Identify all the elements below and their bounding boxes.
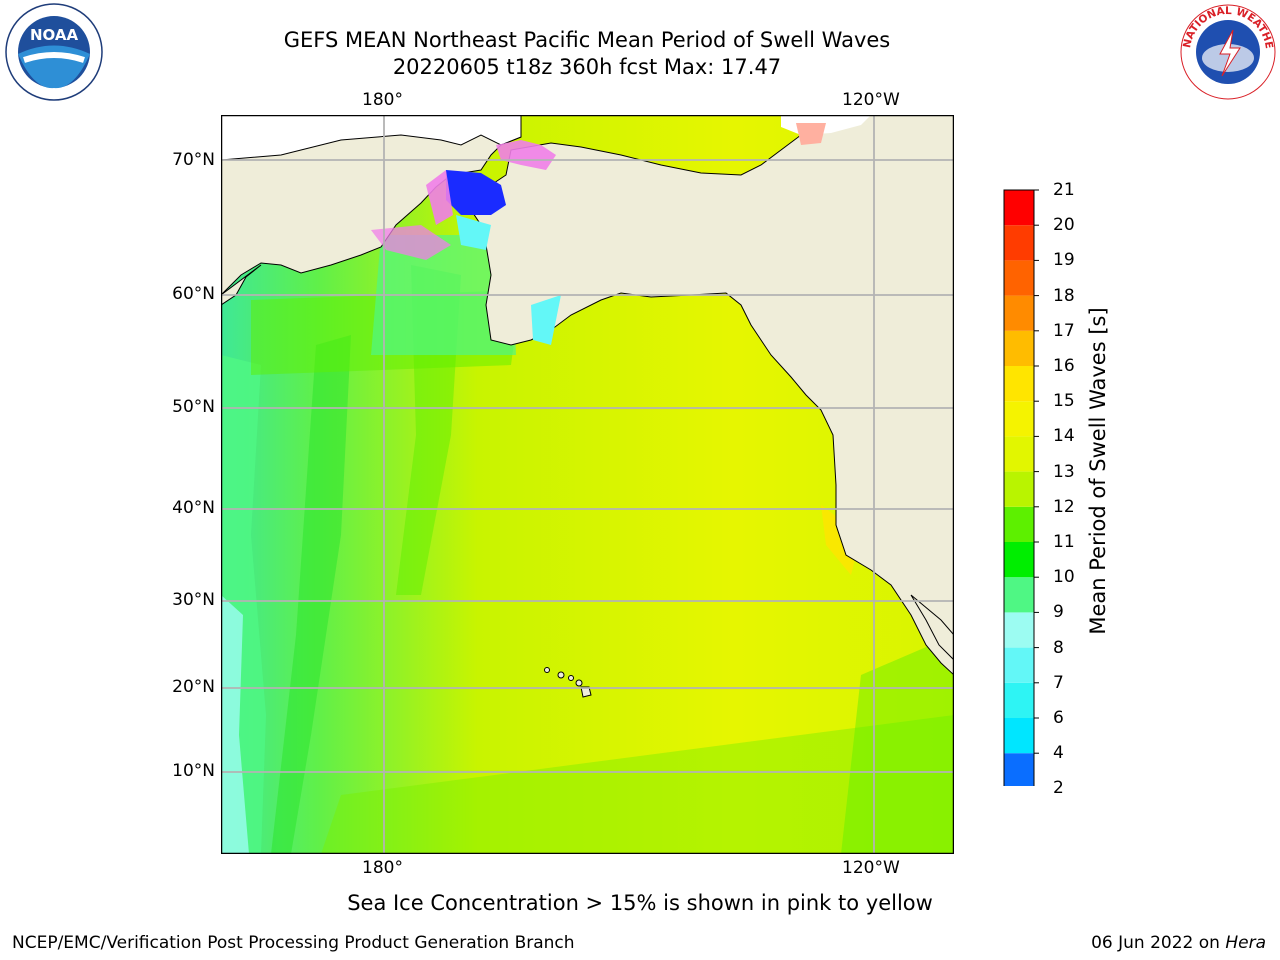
colorbar-tick-label: 10 [1053, 567, 1075, 588]
nws-logo: NATIONAL WEATHER SERVICE [1178, 2, 1276, 100]
lon-label-top-120w: 120°W [842, 90, 900, 110]
colorbar-tick-label: 21 [1053, 180, 1075, 200]
lon-label-bottom-120w: 120°W [842, 858, 900, 878]
lat-label-70n: 70°N [172, 150, 215, 170]
noaa-logo-text: NOAA [30, 26, 79, 44]
colorbar-tick-label: 12 [1053, 496, 1075, 517]
lon-label-top-180: 180° [362, 90, 403, 110]
colorbar-tick-label: 9 [1053, 602, 1064, 623]
colorbar-tick-label: 6 [1053, 708, 1064, 728]
noaa-logo: NOAA [5, 3, 103, 101]
map-subtitle: 20220605 t18z 360h fcst Max: 17.47 [392, 55, 782, 79]
colorbar-segment [1004, 295, 1034, 331]
colorbar-segment [1004, 190, 1034, 226]
sea-ice-beaufort [796, 123, 826, 145]
colorbar-tick-label: 14 [1053, 426, 1075, 447]
colorbar-segment [1004, 542, 1034, 578]
map-frame [221, 115, 954, 854]
swell-band-ridge [271, 335, 351, 854]
colorbar-segment [1004, 471, 1034, 507]
swell-band-south [321, 715, 954, 854]
colorbar-tick-label: 15 [1053, 391, 1075, 412]
sea-ice-bering-pink [426, 170, 453, 225]
cook-inlet-cyan [531, 295, 561, 345]
lat-label-40n: 40°N [172, 498, 215, 518]
colorbar-segment [1004, 718, 1034, 754]
colorbar-tick-label: 18 [1053, 285, 1075, 306]
sea-ice-bering-south [371, 225, 451, 260]
colorbar-tick-label: 20 [1053, 215, 1075, 236]
map-gridlines [221, 115, 954, 854]
footer-date-text: 06 Jun 2022 on [1091, 933, 1226, 953]
sea-ice-note: Sea Ice Concentration > 15% is shown in … [347, 891, 933, 915]
colorbar-segment [1004, 366, 1034, 402]
colorbar-segment [1004, 612, 1034, 648]
swell-period-map [221, 115, 954, 854]
swell-band-west-low [221, 595, 249, 854]
footer-machine: Hera [1225, 933, 1266, 953]
lat-label-60n: 60°N [172, 284, 215, 304]
swell-band-southeast [841, 635, 954, 854]
lat-label-30n: 30°N [172, 590, 215, 610]
colorbar-tick-label: 16 [1053, 356, 1075, 376]
land-baja [910, 594, 954, 661]
colorbar-segment [1004, 647, 1034, 683]
lon-label-bottom-180: 180° [362, 858, 403, 878]
footer-date: 06 Jun 2022 on Hera [1091, 933, 1266, 953]
colorbar-segment [1004, 436, 1034, 472]
colorbar-segment [1004, 260, 1034, 296]
colorbar-tick-label: 8 [1053, 637, 1064, 658]
land-alaska-canada [470, 115, 954, 676]
lat-label-20n: 20°N [172, 677, 215, 697]
sea-ice-cyan [456, 215, 491, 250]
map-title: GEFS MEAN Northeast Pacific Mean Period … [283, 28, 891, 52]
sea-ice-bering-blue [446, 170, 506, 215]
colorbar-segment [1004, 753, 1034, 786]
colorbar-tick-label: 2 [1053, 778, 1064, 799]
colorbar-segment [1004, 401, 1034, 437]
colorbar-tick-label: 11 [1053, 532, 1075, 552]
colorbar-segment [1004, 577, 1034, 613]
colorbar-title: Mean Period of Swell Waves [s] [1086, 307, 1110, 635]
colorbar-segment [1004, 330, 1034, 366]
colorbar-segment [1004, 682, 1034, 718]
colorbar-tick-label: 7 [1053, 672, 1064, 693]
colorbar [1003, 189, 1039, 786]
footer-credit: NCEP/EMC/Verification Post Processing Pr… [12, 933, 575, 953]
arctic-ocean-gap [221, 115, 522, 161]
colorbar-segment [1004, 506, 1034, 542]
hawaii-islands [544, 667, 592, 698]
colorbar-frame [1003, 189, 1035, 786]
lat-label-10n: 10°N [172, 761, 215, 781]
colorbar-tick-label: 19 [1053, 250, 1075, 271]
colorbar-tick-label: 13 [1053, 461, 1075, 482]
sea-ice-chukchi [496, 140, 556, 170]
colorbar-tick-label: 4 [1053, 743, 1064, 764]
colorbar-segment [1004, 225, 1034, 261]
colorbar-tick-label: 17 [1053, 320, 1075, 341]
lat-label-50n: 50°N [172, 397, 215, 417]
